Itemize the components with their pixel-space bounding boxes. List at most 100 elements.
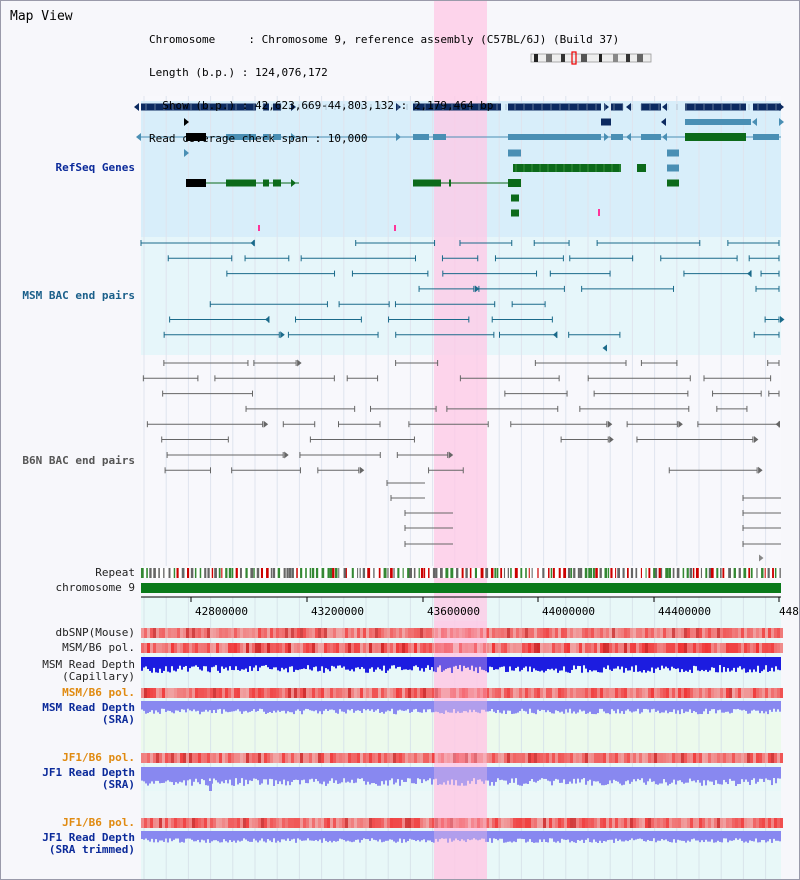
capillary-depth-bar: [203, 657, 205, 667]
ideogram-band: [561, 54, 565, 62]
jf1-sra-depth-bar: [327, 767, 329, 784]
capillary-depth-bar: [469, 657, 471, 670]
jf1-sra-depth-bar: [449, 767, 451, 785]
capillary-depth-bar: [237, 657, 239, 671]
track-label-jf1-read-depth-sra[interactable]: JF1 Read Depth (SRA): [42, 766, 135, 791]
polymorphism-cell: [315, 818, 318, 828]
capillary-depth-bar: [281, 657, 283, 668]
jf1-sra-depth-bar: [183, 767, 185, 781]
track-label-refseq[interactable]: RefSeq Genes: [55, 161, 135, 174]
polymorphism-cell: [765, 818, 768, 828]
jf1-trimmed-depth-bar: [147, 831, 149, 841]
repeat-element: [653, 568, 656, 578]
repeat-element: [705, 568, 708, 578]
msm-sra-depth-bar: [291, 701, 293, 713]
jf1-sra-depth-bar: [283, 767, 285, 780]
msm-sra-depth-bar: [501, 701, 503, 714]
capillary-depth-bar: [255, 657, 257, 666]
polymorphism-cell: [780, 688, 783, 698]
track-label-jf1-b6-pol[interactable]: JF1/B6 pol.: [62, 751, 135, 764]
capillary-depth-bar: [287, 657, 289, 673]
repeat-element: [420, 568, 423, 578]
capillary-depth-bar: [517, 657, 519, 667]
msm-sra-depth-bar: [775, 701, 777, 712]
polymorphism-cell: [735, 643, 738, 653]
jf1-trimmed-depth-bar: [765, 831, 767, 843]
track-label-msm-b6-pol-sra[interactable]: MSM/B6 pol.: [62, 686, 135, 699]
polymorphism-cell: [306, 643, 309, 653]
msm-sra-depth-bar: [303, 701, 305, 711]
jf1-sra-depth-bar: [213, 767, 215, 779]
jf1-trimmed-depth-bar: [247, 831, 249, 842]
capillary-depth-bar: [629, 657, 631, 671]
track-label-repeat[interactable]: Repeat: [95, 566, 135, 579]
jf1-trimmed-depth-bar: [229, 831, 231, 841]
polymorphism-cell: [714, 628, 717, 638]
msm-sra-depth-bar: [487, 701, 489, 712]
track-label-chromosome[interactable]: chromosome 9: [55, 581, 135, 594]
capillary-depth-bar: [425, 657, 427, 668]
track-label-msm-b6-pol[interactable]: MSM/B6 pol.: [62, 641, 135, 654]
capillary-depth-bar: [685, 657, 687, 671]
jf1-sra-depth-bar: [259, 767, 261, 785]
jf1-sra-depth-bar: [153, 767, 155, 784]
strand-arrow: [134, 103, 139, 111]
polymorphism-cell: [210, 688, 213, 698]
polymorphism-cell: [591, 643, 594, 653]
jf1-sra-depth-bar: [225, 767, 227, 780]
track-label-msm-read-depth-capillary[interactable]: MSM Read Depth (Capillary): [42, 658, 135, 683]
polymorphism-cell: [345, 628, 348, 638]
jf1-sra-depth-bar: [169, 767, 171, 782]
jf1-trimmed-depth-bar: [459, 831, 461, 842]
track-label-dbsnp[interactable]: dbSNP(Mouse): [55, 626, 135, 639]
track-label-msm-bac[interactable]: MSM BAC end pairs: [22, 289, 135, 302]
jf1-sra-depth-bar: [415, 767, 417, 784]
capillary-depth-bar: [405, 657, 407, 670]
repeat-element: [604, 568, 608, 578]
jf1-sra-depth-bar: [687, 767, 689, 783]
jf1-sra-depth-bar: [549, 767, 551, 782]
msm-sra-depth-bar: [189, 701, 191, 711]
polymorphism-cell: [153, 688, 156, 698]
polymorphism-cell: [585, 628, 588, 638]
jf1-sra-depth-bar: [669, 767, 671, 784]
capillary-depth-bar: [625, 657, 627, 669]
jf1-sra-depth-bar: [379, 767, 381, 786]
msm-sra-depth-bar: [437, 701, 439, 713]
repeat-element: [163, 568, 165, 578]
polymorphism-cell: [195, 753, 198, 763]
polymorphism-cell: [606, 643, 609, 653]
jf1-sra-depth-bar: [737, 767, 739, 785]
jf1-trimmed-depth-bar: [671, 831, 673, 843]
polymorphism-cell: [375, 628, 378, 638]
repeat-element: [245, 568, 248, 578]
jf1-trimmed-depth-bar: [365, 831, 367, 840]
jf1-sra-depth-bar: [161, 767, 163, 783]
jf1-trimmed-depth-bar: [521, 831, 523, 839]
polymorphism-cell: [207, 688, 210, 698]
track-label-msm-read-depth-sra[interactable]: MSM Read Depth (SRA): [42, 701, 135, 726]
jf1-trimmed-depth-bar: [777, 831, 779, 841]
polymorphism-cell: [423, 688, 426, 698]
track-label-jf1-b6-pol-2[interactable]: JF1/B6 pol.: [62, 816, 135, 829]
polymorphism-cell: [153, 818, 156, 828]
polymorphism-cell: [609, 643, 612, 653]
polymorphism-cell: [696, 643, 699, 653]
jf1-sra-depth-bar: [755, 767, 757, 784]
polymorphism-cell: [276, 753, 279, 763]
polymorphism-cell: [492, 628, 495, 638]
jf1-sra-depth-bar: [409, 767, 411, 779]
polymorphism-cell: [324, 628, 327, 638]
capillary-depth-bar: [325, 657, 327, 669]
capillary-depth-bar: [409, 657, 411, 670]
jf1-trimmed-depth-bar: [727, 831, 729, 843]
polymorphism-cell: [444, 818, 447, 828]
axis-tick-label: 448: [779, 605, 799, 618]
capillary-depth-bar: [493, 657, 495, 670]
track-label-b6n-bac[interactable]: B6N BAC end pairs: [22, 454, 135, 467]
track-label-jf1-read-depth-trimmed[interactable]: JF1 Read Depth (SRA trimmed): [42, 831, 135, 856]
jf1-trimmed-depth-bar: [745, 831, 747, 842]
polymorphism-cell: [141, 688, 144, 698]
msm-sra-depth-bar: [513, 701, 515, 714]
jf1-sra-depth-bar: [151, 767, 153, 782]
